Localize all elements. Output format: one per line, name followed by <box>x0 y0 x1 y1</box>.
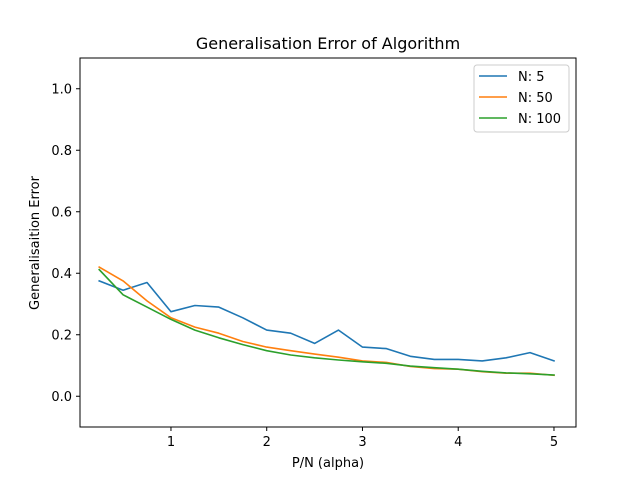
x-tick-label: 5 <box>550 435 558 450</box>
legend-label-3: N: 100 <box>518 112 561 127</box>
x-axis: 1 2 3 4 5 <box>167 427 558 450</box>
x-tick-label: 1 <box>167 435 175 450</box>
y-tick-label: 0.0 <box>51 390 72 405</box>
plot-frame <box>79 57 577 428</box>
legend: N: 5 N: 50 N: 100 <box>473 64 570 133</box>
plot-lines <box>98 266 556 377</box>
x-tick-label: 2 <box>263 435 271 450</box>
y-tick-label: 1.0 <box>51 82 72 97</box>
y-tick-label: 0.4 <box>51 267 72 282</box>
y-tick-label: 0.6 <box>51 205 72 220</box>
legend-label-2: N: 50 <box>518 91 553 106</box>
y-tick-label: 0.8 <box>51 144 72 159</box>
x-axis-label: P/N (alpha) <box>292 456 364 471</box>
x-tick-label: 3 <box>358 435 366 450</box>
chart-title: Generalisation Error of Algorithm <box>196 34 460 53</box>
y-tick-label: 0.2 <box>51 328 72 343</box>
series-line-1 <box>98 279 556 362</box>
legend-label-1: N: 5 <box>518 70 545 85</box>
x-tick-label: 4 <box>454 435 462 450</box>
series-line-3 <box>98 268 555 376</box>
y-axis: 0.0 0.2 0.4 0.6 0.8 1.0 <box>51 82 80 405</box>
legend-box <box>473 64 570 133</box>
y-axis-label: Generalisaition Error <box>28 175 43 310</box>
